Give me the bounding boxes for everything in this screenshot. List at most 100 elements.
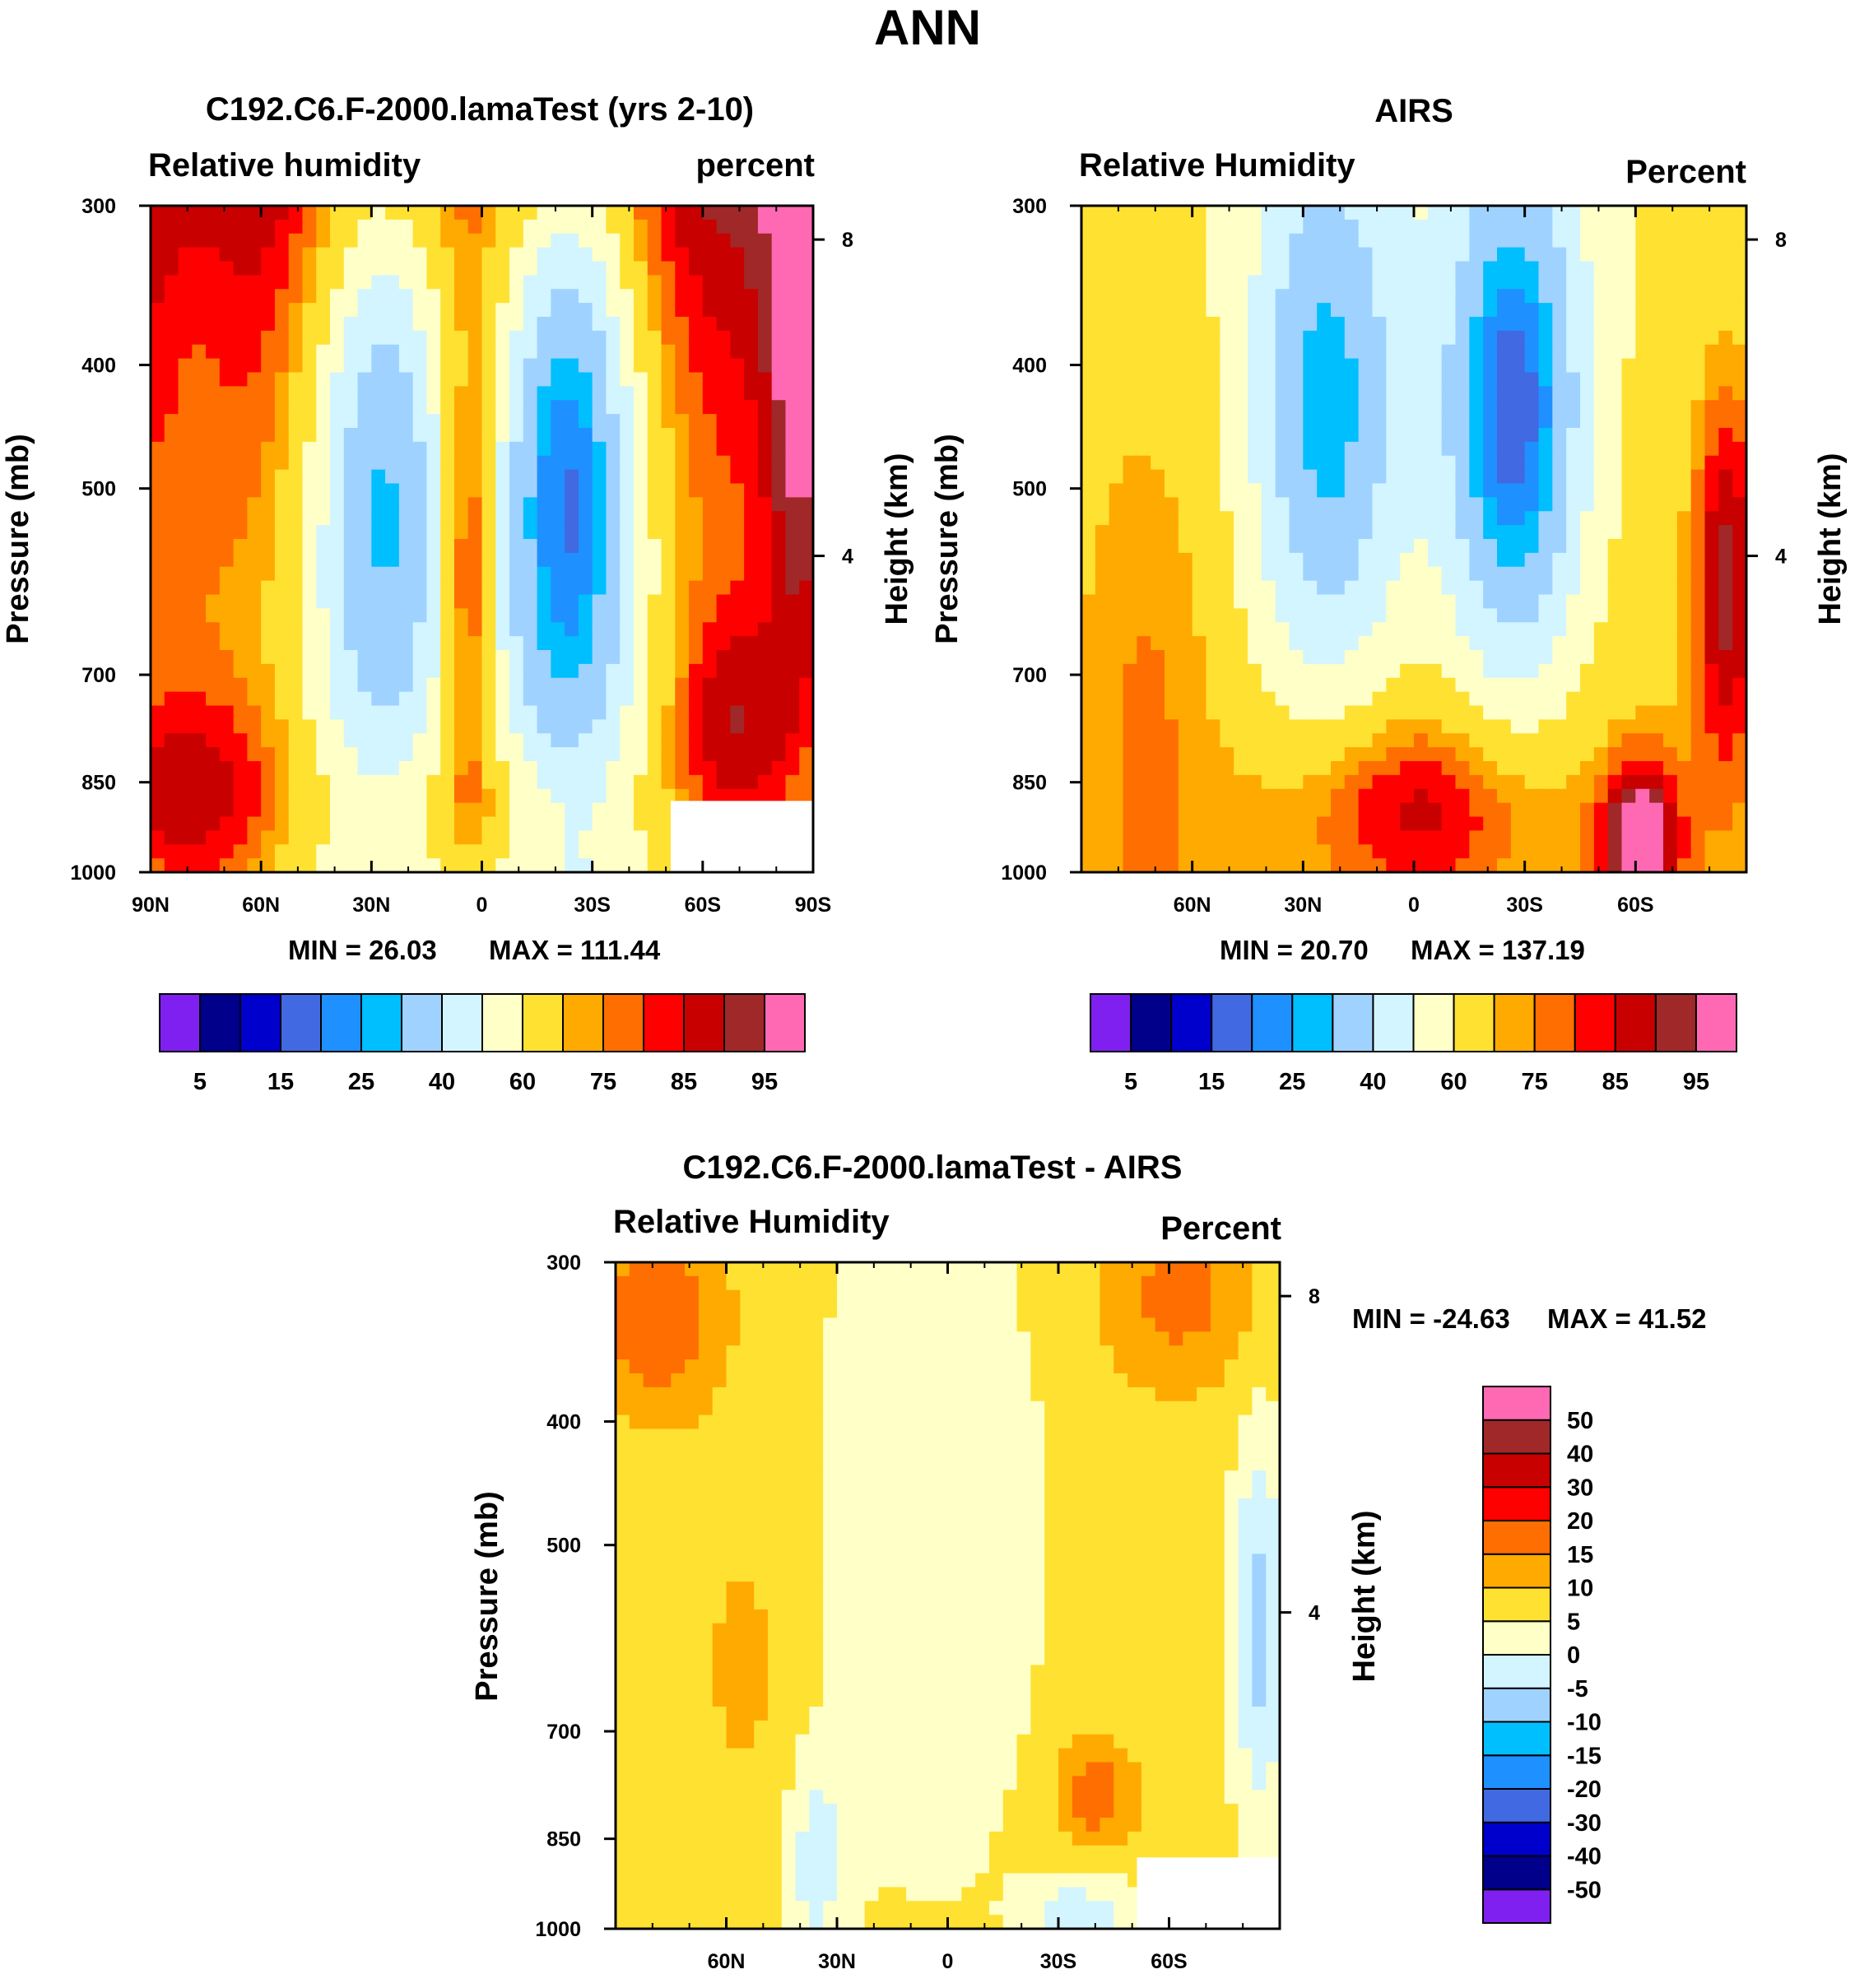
contour-cell — [467, 594, 483, 609]
contour-cell — [1261, 414, 1276, 429]
contour-cell — [730, 539, 745, 554]
contour-cell — [1248, 774, 1262, 790]
contour-cell — [988, 1289, 1004, 1305]
contour-cell — [1372, 372, 1387, 387]
contour-cell — [1151, 206, 1165, 221]
contour-cell — [771, 303, 787, 318]
contour-cell — [219, 719, 235, 734]
contour-cell — [565, 844, 579, 859]
contour-cell — [426, 497, 441, 512]
contour-cell — [975, 1303, 990, 1319]
contour-cell — [702, 455, 718, 471]
contour-cell — [1497, 830, 1512, 845]
contour-cell — [592, 441, 607, 457]
contour-cell — [1234, 816, 1248, 831]
contour-cell — [1165, 261, 1179, 276]
contour-cell — [675, 414, 690, 429]
contour-cell — [1593, 483, 1609, 498]
contour-cell — [1206, 400, 1220, 415]
contour-cell — [647, 386, 662, 401]
contour-cell — [233, 400, 248, 415]
contour-cell — [1192, 441, 1207, 457]
contour-cell — [1234, 594, 1248, 609]
contour-cell — [1732, 580, 1747, 596]
contour-cell — [1109, 761, 1124, 776]
contour-cell — [671, 1303, 686, 1319]
x-tick-label: 60S — [1617, 894, 1653, 917]
contour-cell — [1317, 206, 1332, 221]
contour-cell — [1663, 358, 1678, 374]
contour-cell — [330, 372, 345, 387]
contour-cell — [565, 400, 579, 415]
figure-title: ANN — [874, 0, 981, 55]
contour-cell — [1690, 636, 1706, 651]
contour-cell — [1386, 219, 1401, 235]
contour-cell — [164, 802, 179, 818]
contour-cell — [1441, 761, 1457, 776]
contour-cell — [647, 747, 662, 762]
contour-cell — [330, 844, 345, 859]
contour-cell — [1358, 733, 1374, 748]
contour-cell — [1593, 372, 1609, 387]
contour-cell — [1538, 303, 1553, 318]
contour-cell — [1732, 303, 1747, 318]
contour-cell — [1386, 455, 1401, 471]
contour-cell — [1358, 455, 1374, 471]
contour-cell — [151, 511, 165, 526]
contour-cell — [661, 344, 676, 360]
contour-cell — [1248, 525, 1262, 540]
contour-cell — [1483, 650, 1498, 665]
contour-cell — [495, 525, 510, 540]
contour-cell — [1524, 219, 1540, 235]
contour-cell — [661, 705, 676, 720]
contour-cell — [1400, 511, 1415, 526]
contour-cell — [1109, 650, 1124, 665]
contour-cell — [1289, 844, 1304, 859]
contour-cell — [1095, 455, 1110, 471]
contour-cell — [1538, 747, 1553, 762]
contour-cell — [1607, 636, 1623, 651]
contour-cell — [744, 414, 759, 429]
contour-cell — [620, 344, 635, 360]
contour-cell — [357, 844, 372, 859]
contour-cell — [1704, 650, 1719, 665]
contour-cell — [1165, 330, 1179, 346]
contour-cell — [1331, 802, 1346, 818]
contour-cell — [1469, 650, 1484, 665]
contour-cell — [398, 511, 414, 526]
contour-cell — [261, 511, 276, 526]
contour-cell — [1331, 539, 1346, 554]
contour-cell — [1621, 344, 1636, 360]
contour-cell — [247, 844, 262, 859]
contour-cell — [481, 247, 496, 262]
contour-cell — [730, 469, 745, 485]
contour-cell — [551, 844, 565, 859]
contour-cell — [1607, 816, 1623, 831]
contour-cell — [261, 830, 276, 845]
contour-cell — [330, 816, 345, 831]
contour-cell — [1386, 622, 1401, 637]
contour-cell — [578, 719, 593, 734]
contour-cell — [744, 233, 759, 248]
contour-cell — [1497, 497, 1512, 512]
contour-cell — [1400, 372, 1415, 387]
contour-cell — [247, 414, 262, 429]
contour-cell — [702, 788, 718, 804]
contour-cell — [219, 844, 235, 859]
contour-cell — [1414, 511, 1429, 526]
contour-cell — [330, 469, 345, 485]
contour-cell — [1095, 816, 1110, 831]
contour-cell — [606, 247, 621, 262]
contour-cell — [151, 761, 165, 776]
contour-cell — [302, 747, 317, 762]
contour-cell — [1649, 788, 1664, 804]
contour-cell — [288, 289, 304, 304]
contour-cell — [219, 497, 235, 512]
contour-cell — [1663, 344, 1678, 360]
contour-cell — [302, 261, 317, 276]
contour-cell — [1732, 802, 1747, 818]
contour-cell — [771, 428, 787, 443]
contour-cell — [1718, 206, 1733, 221]
contour-cell — [1497, 705, 1512, 720]
contour-cell — [537, 525, 551, 540]
